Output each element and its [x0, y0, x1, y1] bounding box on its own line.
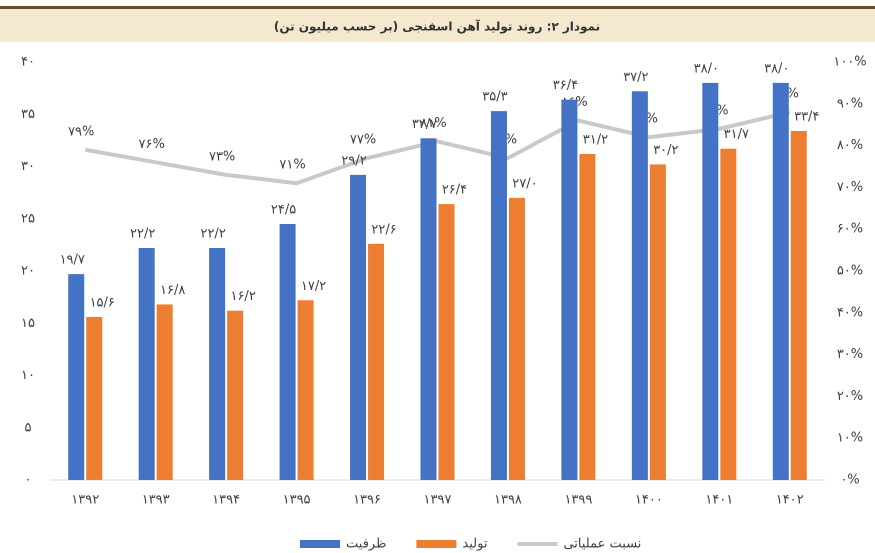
y-tick-label: ۱۰: [21, 368, 35, 383]
data-label: ۲۲/۶: [371, 222, 396, 237]
bar: [86, 317, 102, 480]
y2-tick-label: ۱۰۰%: [833, 55, 866, 70]
y2-tick-label: ۰%: [840, 473, 859, 488]
y-tick-label: ۰: [25, 473, 32, 488]
data-label: ۳۲/۷: [412, 117, 437, 132]
bar: [298, 300, 314, 480]
y2-tick-label: ۵۰%: [837, 264, 863, 279]
x-tick-label: ۱۳۹۹: [564, 493, 592, 508]
title-rule: [0, 6, 875, 9]
data-label: ۳۸/۰: [764, 61, 789, 76]
x-tick-label: ۱۳۹۴: [212, 493, 240, 508]
y2-tick-label: ۲۰%: [837, 389, 863, 404]
chart-title: نمودار ۲: روند تولید آهن اسفنجی (بر حسب …: [274, 19, 600, 35]
y2-tick-label: ۱۰%: [837, 431, 863, 446]
data-label: ۳۱/۷: [724, 127, 749, 142]
y-tick-label: ۳۵: [21, 107, 35, 122]
data-label: ۷۳%: [209, 149, 235, 164]
bar: [702, 83, 718, 480]
bar: [227, 311, 243, 480]
y2-tick-label: ۴۰%: [837, 305, 863, 320]
bar: [720, 149, 736, 480]
page: نمودار ۲: روند تولید آهن اسفنجی (بر حسب …: [0, 0, 875, 553]
data-label: ۳۰/۲: [653, 143, 678, 158]
bar: [561, 100, 577, 480]
data-label: ۳۳/۴: [794, 109, 819, 124]
x-tick-label: ۱۳۹۷: [424, 493, 452, 508]
y-tick-label: ۴۰: [21, 55, 35, 70]
x-tick-label: ۱۳۹۲: [71, 493, 99, 508]
bar: [439, 204, 455, 480]
data-label: ۲۲/۲: [130, 227, 155, 242]
data-label: ۷۷%: [350, 133, 376, 148]
y-tick-label: ۱۵: [21, 316, 35, 331]
data-label: ۷۶%: [139, 137, 165, 152]
x-tick-label: ۱۳۹۶: [353, 493, 381, 508]
y-tick-label: ۲۵: [21, 211, 35, 226]
data-label: ۲۹/۲: [341, 153, 366, 168]
data-label: ۱۷/۲: [301, 279, 326, 294]
legend-label: ظرفیت: [346, 537, 386, 552]
y2-tick-label: ۶۰%: [837, 222, 863, 237]
data-label: ۳۶/۴: [553, 78, 578, 93]
bar: [368, 244, 384, 480]
data-label: ۱۶/۸: [160, 283, 185, 298]
y2-tick-label: ۹۰%: [837, 96, 863, 111]
x-tick-label: ۱۳۹۸: [494, 493, 522, 508]
bar: [791, 131, 807, 480]
bar: [650, 164, 666, 480]
y2-tick-label: ۳۰%: [837, 347, 863, 362]
x-tick-label: ۱۳۹۳: [142, 493, 170, 508]
bar: [421, 138, 437, 480]
x-tick-label: ۱۴۰۰: [635, 493, 663, 508]
bar: [350, 175, 366, 480]
data-label: ۲۶/۴: [442, 183, 467, 198]
data-label: ۱۹/۷: [60, 253, 85, 268]
x-tick-label: ۱۳۹۵: [283, 493, 311, 508]
data-label: ۱۵/۶: [90, 295, 115, 310]
legend-label: نسبت عملیاتی: [563, 537, 641, 552]
y-tick-label: ۵: [25, 420, 32, 435]
bar: [632, 91, 648, 480]
bar: [68, 274, 84, 480]
chart: نمودار ۲: روند تولید آهن اسفنجی (بر حسب …: [0, 0, 875, 553]
bar: [509, 198, 525, 480]
data-label: ۲۴/۵: [271, 202, 296, 217]
y-tick-label: ۲۰: [21, 264, 35, 279]
x-tick-label: ۱۴۰۱: [705, 493, 733, 508]
bar: [579, 154, 595, 480]
legend-swatch: [300, 540, 340, 548]
bar: [280, 224, 296, 480]
x-tick-label: ۱۴۰۲: [776, 493, 804, 508]
bar: [491, 111, 507, 480]
bar: [773, 83, 789, 480]
data-label: ۳۷/۲: [623, 70, 648, 85]
y2-tick-label: ۸۰%: [837, 138, 863, 153]
data-label: ۲۲/۲: [200, 227, 225, 242]
bar: [139, 248, 155, 480]
data-label: ۷۱%: [279, 158, 305, 173]
data-label: ۳۱/۲: [583, 132, 608, 147]
data-label: ۳۵/۳: [482, 90, 507, 105]
bar: [157, 304, 173, 480]
data-label: ۲۷/۰: [512, 176, 537, 191]
y-tick-label: ۳۰: [21, 159, 35, 174]
legend-swatch: [416, 540, 456, 548]
data-label: ۱۶/۲: [230, 289, 255, 304]
data-label: ۳۸/۰: [694, 61, 719, 76]
bar: [209, 248, 225, 480]
legend-label: تولید: [462, 537, 487, 552]
data-label: ۷۹%: [68, 124, 94, 139]
y2-tick-label: ۷۰%: [837, 180, 863, 195]
